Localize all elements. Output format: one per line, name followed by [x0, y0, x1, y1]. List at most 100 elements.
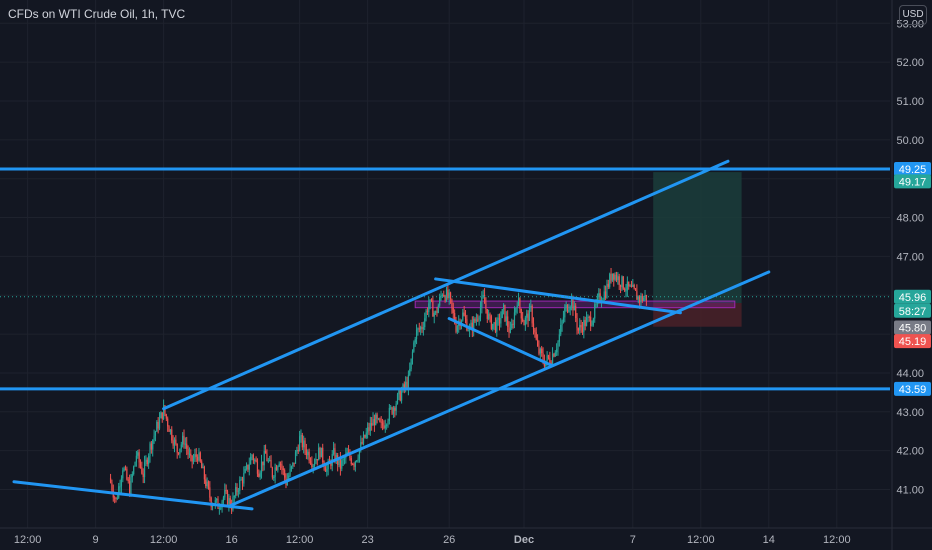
trend-line[interactable] — [434, 277, 682, 315]
candle-body — [474, 318, 476, 322]
candle-body — [304, 440, 306, 450]
candle-body — [171, 429, 173, 441]
candle-body — [239, 479, 241, 491]
candle-body — [401, 391, 403, 401]
time-tick-label: 14 — [763, 534, 775, 546]
candle-body — [130, 477, 132, 496]
entry-zone[interactable] — [414, 300, 736, 309]
candle-body — [577, 328, 579, 331]
candle-body — [226, 491, 229, 505]
candle-body — [182, 435, 184, 445]
candle-body — [135, 455, 137, 463]
candle-body — [152, 439, 154, 450]
candle-body — [497, 317, 499, 320]
candle-body — [293, 462, 295, 464]
candle-body — [398, 390, 400, 395]
candle-body — [501, 309, 503, 318]
candle-body — [535, 332, 537, 340]
candle-body — [360, 442, 362, 450]
chart-title: CFDs on WTI Crude Oil, 1h, TVC — [8, 7, 186, 21]
candle-body — [307, 451, 309, 456]
trend-line[interactable] — [12, 480, 254, 511]
candle-body — [531, 305, 533, 324]
candle-body — [633, 284, 635, 289]
candle-body — [429, 299, 431, 304]
trend-line[interactable] — [447, 317, 553, 367]
candle-body — [245, 464, 248, 470]
candle-body — [634, 288, 637, 291]
candle-body — [120, 478, 123, 487]
candle-body — [180, 444, 182, 449]
candle-body — [430, 299, 433, 302]
candle-body — [270, 460, 272, 468]
candle-body — [641, 295, 643, 301]
candle-body — [334, 448, 336, 462]
price-label: 58:27 — [899, 306, 927, 318]
candle-body — [417, 328, 419, 330]
price-tick-label: 52.00 — [896, 57, 924, 69]
candle-body — [539, 348, 541, 354]
stop-zone[interactable] — [653, 303, 742, 327]
price-label: 45.19 — [899, 336, 927, 348]
trend-line[interactable] — [230, 270, 771, 507]
candle-body — [297, 449, 299, 452]
trend-line[interactable] — [162, 159, 730, 411]
candle-body — [490, 316, 492, 330]
candle-body — [625, 290, 627, 292]
candle-body — [588, 316, 590, 318]
candle-body — [558, 334, 560, 342]
candle-body — [255, 459, 257, 462]
candle-body — [492, 323, 494, 330]
candle-body — [557, 341, 559, 350]
target-zone[interactable] — [653, 172, 742, 304]
candle-body — [568, 309, 570, 312]
candle-body — [236, 487, 238, 492]
candle-body — [615, 274, 618, 281]
candle-body — [496, 319, 498, 332]
candle-body — [240, 479, 242, 481]
candle-body — [508, 326, 510, 333]
candle-body — [145, 459, 147, 463]
candle-body — [289, 468, 291, 476]
candle-body — [205, 479, 207, 487]
candle-body — [273, 476, 275, 478]
candle-body — [207, 481, 210, 488]
candle-body — [123, 468, 125, 471]
currency-button[interactable]: USD — [899, 5, 927, 25]
candle-body — [324, 467, 327, 472]
candle-body — [579, 324, 581, 331]
candle-body — [177, 452, 180, 454]
candle-body — [391, 407, 393, 414]
candle-body — [346, 451, 348, 454]
candle-body — [139, 462, 142, 467]
candle-body — [191, 455, 193, 462]
candle-body — [463, 312, 465, 316]
candle-body — [409, 368, 411, 375]
candle-body — [436, 311, 438, 313]
candle-body — [133, 466, 135, 475]
candle-body — [163, 405, 165, 420]
candle-body — [233, 496, 235, 498]
candle-body — [124, 468, 127, 470]
candle-body — [111, 482, 113, 491]
candle-body — [315, 459, 317, 464]
candle-body — [241, 479, 244, 484]
candle-body — [369, 423, 371, 431]
candle-body — [252, 455, 254, 461]
candle-body — [277, 466, 279, 471]
candle-body — [259, 472, 261, 477]
candle-body — [311, 463, 313, 467]
candle-body — [447, 289, 449, 298]
candle-body — [156, 421, 158, 432]
candle-body — [541, 348, 543, 354]
candle-body — [122, 470, 124, 479]
candle-body — [614, 274, 616, 280]
candle-body — [266, 453, 268, 462]
candle-body — [197, 456, 199, 461]
candle-body — [333, 448, 335, 455]
candle-body — [271, 467, 273, 478]
candle-body — [637, 296, 639, 300]
candle-body — [411, 351, 414, 359]
candle-body — [410, 358, 412, 369]
